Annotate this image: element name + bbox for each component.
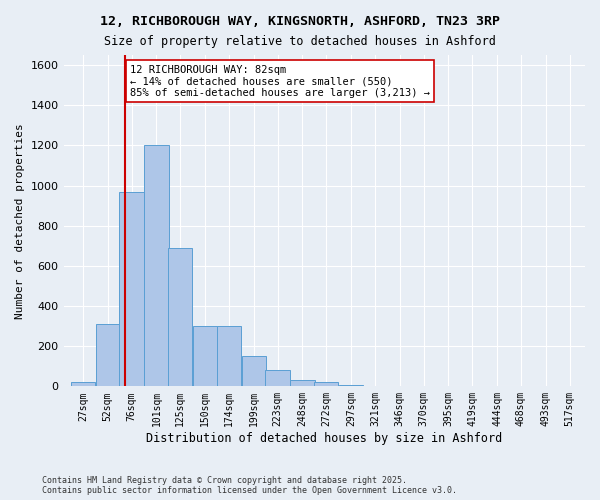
Bar: [95, 324, 120, 386]
Bar: [119, 192, 144, 386]
Text: Size of property relative to detached houses in Ashford: Size of property relative to detached ho…: [104, 35, 496, 48]
Bar: [242, 356, 266, 386]
Bar: [168, 248, 193, 386]
Bar: [265, 370, 290, 386]
Text: Contains HM Land Registry data © Crown copyright and database right 2025.
Contai: Contains HM Land Registry data © Crown c…: [42, 476, 457, 495]
Bar: [193, 326, 217, 386]
Text: 12, RICHBOROUGH WAY, KINGSNORTH, ASHFORD, TN23 3RP: 12, RICHBOROUGH WAY, KINGSNORTH, ASHFORD…: [100, 15, 500, 28]
Bar: [144, 146, 169, 386]
Text: 12 RICHBOROUGH WAY: 82sqm
← 14% of detached houses are smaller (550)
85% of semi: 12 RICHBOROUGH WAY: 82sqm ← 14% of detac…: [130, 64, 430, 98]
Bar: [217, 326, 241, 386]
Bar: [314, 382, 338, 386]
Bar: [71, 382, 95, 386]
Y-axis label: Number of detached properties: Number of detached properties: [15, 123, 25, 318]
Bar: [290, 380, 314, 386]
X-axis label: Distribution of detached houses by size in Ashford: Distribution of detached houses by size …: [146, 432, 502, 445]
